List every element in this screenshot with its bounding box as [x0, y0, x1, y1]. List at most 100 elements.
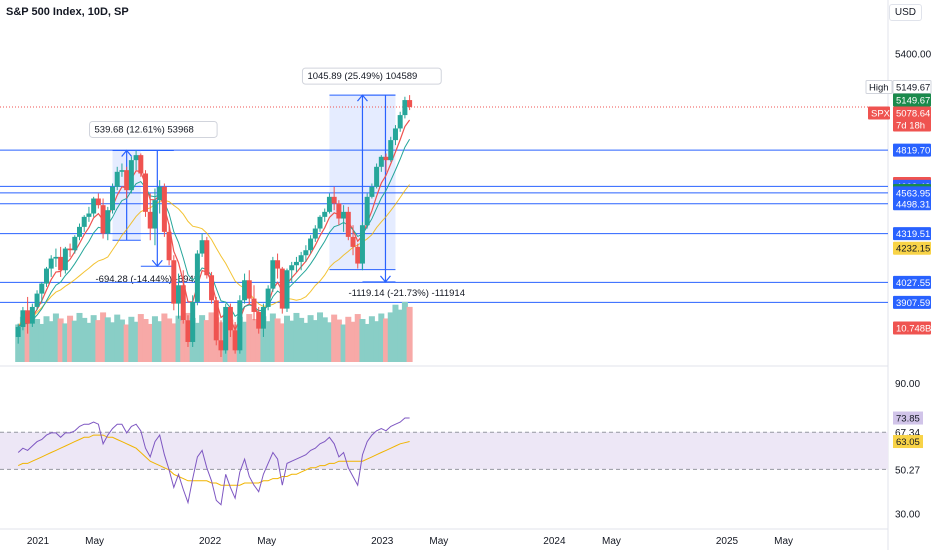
candle-body — [374, 166, 380, 187]
volume-bar — [354, 314, 361, 362]
rsi-label-text: 73.85 — [896, 414, 920, 425]
price-label-box — [893, 275, 931, 289]
volume-bar — [331, 314, 338, 362]
price-label-box — [865, 80, 893, 94]
currency-button[interactable]: USD — [888, 4, 922, 21]
candle-body — [77, 226, 83, 237]
candle-body — [58, 256, 64, 271]
price-label-box — [868, 106, 890, 120]
candle-body — [128, 160, 134, 191]
time-tick-label: 2022 — [199, 536, 222, 547]
price-label-box — [893, 93, 931, 107]
price-label-box — [893, 295, 931, 309]
volume-bar — [67, 315, 74, 362]
volume-bar — [166, 318, 173, 362]
volume-bar — [208, 312, 215, 362]
price-label-text: 7d 18h — [896, 121, 925, 132]
volume-bar — [170, 323, 177, 362]
price-label-text: 5149.67 — [896, 83, 930, 94]
candle-body — [209, 275, 215, 301]
candle-body — [95, 198, 101, 206]
price-label-text: 5078.64 — [896, 109, 930, 120]
candle-body — [256, 311, 262, 329]
rsi-tick-label: 30.00 — [895, 509, 920, 520]
rsi-tick-label: 67.34 — [895, 428, 920, 439]
candle-body — [402, 100, 408, 116]
rsi-tick-label: 90.00 — [895, 379, 920, 390]
candle-body — [29, 306, 35, 324]
volume-bar — [269, 313, 276, 362]
price-label-box — [893, 186, 931, 200]
candle-body — [62, 248, 68, 271]
time-tick-label: 2024 — [543, 536, 566, 547]
volume-bar — [90, 315, 97, 362]
volume-bar — [114, 314, 121, 362]
candles[interactable] — [15, 95, 413, 357]
price-label-box — [893, 227, 931, 241]
price-label-box — [893, 118, 931, 132]
time-tick-label: May — [257, 536, 276, 547]
volume-bar — [340, 324, 347, 362]
candle-body — [293, 261, 299, 266]
candle-body — [171, 260, 177, 304]
volume-bar — [142, 319, 149, 362]
volume-bar — [38, 323, 45, 362]
measure-label-box — [301, 67, 442, 85]
candle-body — [251, 298, 257, 312]
volume-bar — [260, 316, 267, 362]
price-label-text: 4319.51 — [896, 229, 930, 240]
candle-body — [34, 293, 40, 307]
candle-body — [279, 268, 285, 309]
candle-body — [161, 186, 167, 232]
candle-body — [284, 270, 290, 309]
price-label-text: SPX — [871, 109, 891, 120]
volume-bar — [298, 317, 305, 362]
candle-body — [72, 236, 78, 251]
candle-body — [388, 140, 394, 161]
volume-bar — [312, 320, 319, 362]
volume-bar — [34, 319, 41, 362]
volume-bars — [15, 301, 413, 362]
volume-bar — [227, 319, 234, 362]
volume-bar — [265, 321, 272, 362]
time-tick-label: 2021 — [27, 536, 50, 547]
candle-body — [232, 330, 238, 351]
volume-bar — [57, 318, 64, 362]
candle-body — [378, 156, 384, 167]
price-tick-label: 5400.00 — [895, 49, 932, 60]
volume-bar — [284, 315, 291, 362]
price-label-text: High — [869, 83, 889, 94]
time-tick-label: 2023 — [371, 536, 394, 547]
candle-body — [392, 128, 398, 141]
rsi-ma-line — [17, 434, 410, 486]
volume-bar — [392, 304, 399, 362]
volume-bar — [302, 322, 309, 362]
volume-bar — [373, 321, 380, 362]
candle-body — [312, 228, 318, 239]
rsi-pane[interactable]: 90.00 67.34 50.27 30.00 73.85 63.05 — [0, 379, 923, 521]
candle-body — [326, 196, 332, 212]
volume-bar — [62, 323, 69, 362]
volume-bar — [175, 315, 182, 362]
candle-body — [218, 340, 224, 351]
candle-body — [180, 285, 186, 321]
volume-bar — [71, 320, 78, 362]
rsi-label-box — [893, 435, 923, 449]
volume-bar — [100, 312, 107, 362]
measure-label: 539.68 (12.61%) 53968 — [95, 124, 194, 135]
volume-bar — [406, 306, 413, 362]
candle-body — [48, 258, 54, 269]
volume-bar — [255, 323, 262, 362]
axes: 2021 May 2022 May 2023 May 2024 May 2025 May 5400.… — [27, 49, 932, 547]
measure-label-box — [89, 120, 218, 138]
candle-body — [369, 186, 375, 197]
price-label-box — [893, 197, 931, 211]
volume-bar — [123, 324, 130, 362]
time-tick-label: 2025 — [716, 536, 739, 547]
candle-body — [157, 186, 163, 201]
rsi-label-text: 63.05 — [896, 437, 920, 448]
candle-body — [359, 225, 365, 264]
candle-body — [364, 196, 370, 226]
time-tick-label: May — [774, 536, 793, 547]
